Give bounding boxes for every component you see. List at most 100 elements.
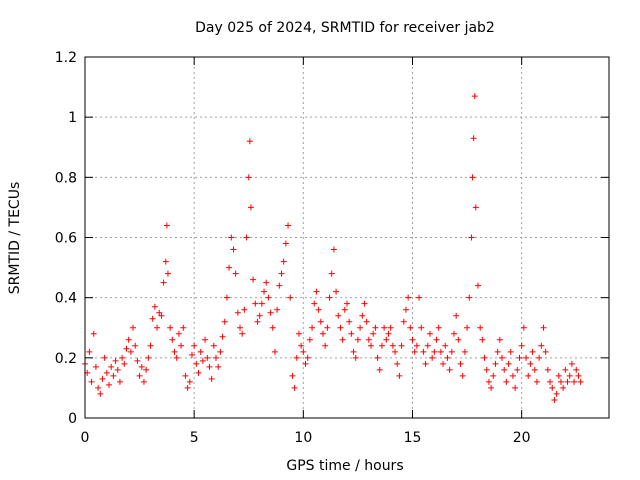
data-point	[348, 330, 355, 337]
data-point	[164, 270, 171, 277]
data-point	[306, 336, 313, 343]
data-point	[577, 378, 584, 385]
data-point	[274, 306, 281, 313]
data-point	[90, 330, 97, 337]
data-point	[169, 336, 176, 343]
data-point	[195, 369, 202, 376]
data-point	[418, 324, 425, 331]
data-point	[549, 384, 556, 391]
data-point	[499, 354, 506, 361]
data-point	[263, 279, 270, 286]
data-point	[472, 204, 479, 211]
data-point	[568, 360, 575, 367]
data-point	[542, 348, 549, 355]
y-tick-labels: 0 0.2 0.4 0.6 0.8 1 1.2	[55, 50, 77, 427]
data-point	[471, 93, 478, 100]
data-point	[509, 372, 516, 379]
data-point	[370, 330, 377, 337]
data-point	[285, 222, 292, 229]
data-point	[523, 354, 530, 361]
data-point	[466, 294, 473, 301]
data-point	[328, 270, 335, 277]
data-point	[247, 204, 254, 211]
data-point	[221, 318, 228, 325]
data-point	[409, 336, 416, 343]
y-tick-label: 0	[68, 411, 77, 427]
data-point	[531, 366, 538, 373]
data-point	[160, 279, 167, 286]
data-point	[149, 315, 156, 322]
data-point	[151, 303, 158, 310]
data-point	[346, 318, 353, 325]
data-point	[134, 357, 141, 364]
data-point	[234, 309, 241, 316]
y-tick-label: 0.4	[55, 291, 77, 307]
data-point	[300, 348, 307, 355]
data-point	[485, 378, 492, 385]
data-point	[317, 318, 324, 325]
data-point	[230, 246, 237, 253]
data-point	[136, 372, 143, 379]
data-point	[326, 294, 333, 301]
data-point	[243, 234, 250, 241]
data-point	[477, 324, 484, 331]
data-point	[163, 222, 170, 229]
data-point	[112, 357, 119, 364]
data-point	[400, 318, 407, 325]
data-point	[564, 378, 571, 385]
data-point	[339, 336, 346, 343]
x-tick-label: 5	[190, 430, 199, 446]
data-point	[483, 366, 490, 373]
data-point	[246, 138, 253, 145]
data-point	[158, 312, 165, 319]
data-point	[178, 342, 185, 349]
data-point	[110, 372, 117, 379]
data-point	[490, 372, 497, 379]
data-point	[232, 270, 239, 277]
data-point	[416, 294, 423, 301]
data-point	[199, 357, 206, 364]
data-point	[359, 312, 366, 319]
data-point	[173, 354, 180, 361]
data-point	[413, 342, 420, 349]
data-point	[154, 324, 161, 331]
data-point	[426, 330, 433, 337]
y-tick-label: 1	[68, 110, 77, 126]
data-point	[547, 378, 554, 385]
data-point	[469, 174, 476, 181]
data-point	[239, 330, 246, 337]
data-point	[475, 282, 481, 289]
data-point	[461, 348, 468, 355]
data-point	[219, 333, 226, 340]
data-point	[437, 348, 444, 355]
data-point	[488, 384, 495, 391]
data-point	[431, 348, 438, 355]
data-point	[202, 336, 209, 343]
data-point	[254, 318, 261, 325]
data-point	[398, 342, 405, 349]
data-point	[304, 354, 311, 361]
data-point	[280, 258, 287, 265]
data-point	[385, 330, 392, 337]
data-point	[210, 342, 217, 349]
data-point	[293, 354, 300, 361]
data-point	[206, 363, 213, 370]
data-point	[446, 366, 453, 373]
data-point	[143, 366, 150, 373]
data-point	[435, 324, 442, 331]
data-point	[309, 324, 316, 331]
data-point	[555, 372, 562, 379]
data-point	[433, 336, 440, 343]
data-point	[123, 345, 130, 352]
data-point	[394, 360, 401, 367]
data-point	[295, 330, 302, 337]
data-point	[291, 384, 298, 391]
data-point	[363, 318, 370, 325]
data-point	[560, 384, 567, 391]
data-point	[261, 288, 268, 295]
data-point	[389, 342, 396, 349]
chart-title: Day 025 of 2024, SRMTID for receiver jab…	[195, 20, 495, 36]
data-point	[527, 360, 534, 367]
data-point	[420, 348, 427, 355]
y-tick-label: 0.8	[55, 170, 77, 186]
